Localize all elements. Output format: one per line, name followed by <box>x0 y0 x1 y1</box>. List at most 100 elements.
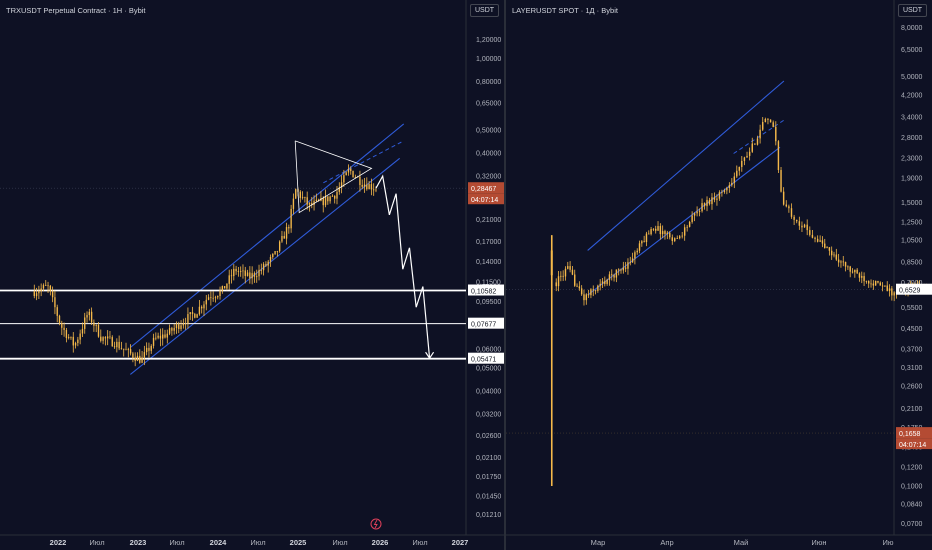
right-candle <box>891 288 893 296</box>
left-candle <box>308 202 311 205</box>
left-candle <box>345 172 347 176</box>
left-candle <box>265 264 267 266</box>
right-y-tick: 0,0840 <box>901 502 923 509</box>
left-candle <box>58 315 61 324</box>
left-candle <box>70 336 72 338</box>
left-level-2-tag-text: 0,05471 <box>471 357 496 364</box>
left-x-tick: 2024 <box>210 538 228 547</box>
right-candle <box>711 197 713 205</box>
left-candle <box>159 335 162 339</box>
right-chart-panel[interactable]: LAYERUSDT SPOT · 1Д · Bybit USDT 8,0000 6… <box>506 0 932 550</box>
right-candle <box>782 191 785 205</box>
left-candle <box>42 285 45 289</box>
left-y-tick: 0,11500 <box>476 279 501 286</box>
right-candle <box>762 122 764 130</box>
right-candle <box>785 204 787 207</box>
left-candle <box>132 353 134 358</box>
right-candle <box>811 234 814 238</box>
left-candle <box>313 200 315 205</box>
left-candle <box>61 323 63 328</box>
right-candle <box>615 269 618 278</box>
left-candle <box>182 323 185 326</box>
right-candle <box>867 280 870 284</box>
right-candle <box>816 238 819 242</box>
left-candle <box>375 189 377 191</box>
left-candle <box>239 271 242 272</box>
right-candle <box>696 211 698 214</box>
right-candle <box>688 221 691 227</box>
right-price-chart[interactable]: 8,0000 6,5000 5,0000 4,2000 3,4000 2,8000 2,30… <box>506 0 932 550</box>
right-candle <box>741 160 743 167</box>
right-candle <box>731 182 733 186</box>
left-candle <box>226 283 228 289</box>
left-candle <box>322 198 324 206</box>
right-candle <box>706 199 708 207</box>
left-candle <box>90 311 93 323</box>
left-candle <box>324 196 327 206</box>
left-candle <box>184 323 187 325</box>
left-candle <box>141 357 143 363</box>
left-candle <box>327 196 329 202</box>
left-candle <box>134 357 136 361</box>
left-y-tick: 1,00000 <box>476 56 501 63</box>
right-candle <box>669 232 671 238</box>
right-candle <box>772 122 774 127</box>
left-candle <box>118 341 120 349</box>
left-chart-panel[interactable]: TRXUSDT Perpetual Contract · 1H · Bybit … <box>0 0 506 550</box>
left-candle <box>77 339 79 344</box>
left-x-tick: Июл <box>332 538 347 547</box>
right-candle <box>814 237 816 239</box>
right-candle <box>701 203 703 212</box>
panel-divider[interactable] <box>504 0 506 550</box>
left-candle <box>104 337 107 339</box>
left-candle <box>194 313 196 318</box>
right-candle <box>865 280 868 282</box>
left-candle <box>120 348 123 350</box>
left-candle <box>150 345 152 351</box>
right-y-tick: 4,2000 <box>901 92 923 99</box>
right-candle <box>698 211 701 212</box>
right-candle <box>769 119 772 123</box>
right-candle <box>648 233 650 235</box>
right-candle <box>775 126 777 142</box>
left-candle <box>54 297 56 308</box>
left-price-chart[interactable]: 1,20000 1,00000 0,80000 0,65000 0,50000 0,400… <box>0 0 506 550</box>
left-candle <box>145 347 148 353</box>
left-candle <box>84 317 86 329</box>
left-candle <box>148 347 150 351</box>
left-candle <box>217 295 219 298</box>
left-candle <box>56 307 58 316</box>
right-x-tick: Июн <box>811 538 826 547</box>
right-candle <box>828 247 831 251</box>
left-candle <box>63 327 65 330</box>
right-x-tick: Мар <box>591 538 606 547</box>
left-candle <box>288 227 290 229</box>
right-candle <box>583 294 585 301</box>
right-current-price-tag-bg <box>896 427 932 439</box>
left-candle <box>366 184 368 190</box>
left-candle <box>212 297 214 299</box>
right-candle <box>751 143 753 152</box>
left-candle <box>283 235 285 239</box>
left-currency-button[interactable]: USDT <box>470 4 500 17</box>
left-candle <box>285 227 288 239</box>
right-candle <box>756 138 759 145</box>
right-candle <box>674 238 676 242</box>
right-candle <box>683 227 686 236</box>
left-candle <box>109 336 111 338</box>
right-currency-button[interactable]: USDT <box>898 4 928 17</box>
right-candle <box>884 285 886 287</box>
left-candle <box>51 291 54 298</box>
right-candle <box>821 240 824 244</box>
right-y-tick: 1,2500 <box>901 219 923 226</box>
right-candle <box>796 219 798 222</box>
right-candle <box>748 151 751 156</box>
right-channel-upper <box>587 80 785 251</box>
left-candle <box>301 197 304 198</box>
left-candle <box>214 297 217 299</box>
right-candle <box>606 279 608 284</box>
left-level-0-tag-text: 0,10582 <box>471 289 496 296</box>
left-candle <box>40 288 42 292</box>
left-candle <box>123 348 125 350</box>
left-countdown-tag-text: 04:07:14 <box>471 197 498 204</box>
